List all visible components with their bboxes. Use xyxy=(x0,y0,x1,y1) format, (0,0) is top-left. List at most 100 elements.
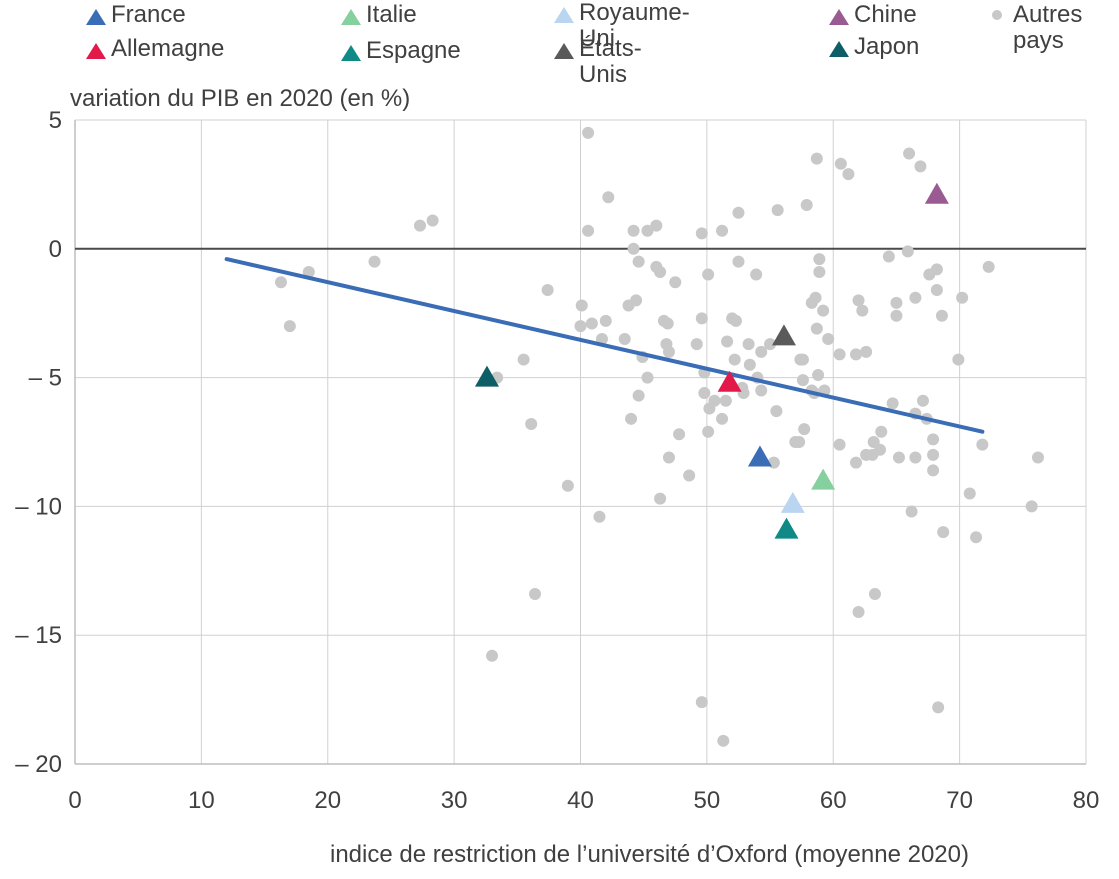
data-point-autres-pays xyxy=(716,412,729,425)
data-point-autres-pays xyxy=(602,191,615,204)
data-point-autres-pays xyxy=(426,214,439,227)
data-point-autres-pays xyxy=(732,206,745,219)
x-tick-label: 30 xyxy=(441,787,468,814)
data-point-autres-pays xyxy=(810,152,823,165)
data-point-autres-pays xyxy=(574,320,587,333)
x-tick-label: 10 xyxy=(188,787,215,814)
y-tick-label: – 15 xyxy=(15,622,62,649)
y-tick-label: – 20 xyxy=(15,751,62,778)
data-point-autres-pays xyxy=(927,464,940,477)
data-point-autres-pays xyxy=(561,479,574,492)
data-point-autres-pays xyxy=(414,219,427,232)
data-point-autres-pays xyxy=(886,397,899,410)
data-point-autres-pays xyxy=(874,443,887,456)
data-point-autres-pays xyxy=(834,157,847,170)
data-point-autres-pays xyxy=(868,587,881,600)
x-tick-label: 70 xyxy=(946,787,973,814)
data-point-autres-pays xyxy=(708,394,721,407)
legend-label: États-Unis xyxy=(579,35,642,88)
y-tick-label: 5 xyxy=(49,107,62,134)
data-point-autres-pays xyxy=(662,451,675,464)
data-point-autres-pays xyxy=(849,456,862,469)
data-point-autres-pays xyxy=(852,606,865,619)
data-point-autres-pays xyxy=(852,294,865,307)
data-point-autres-pays xyxy=(822,332,835,345)
legend-label: Espagne xyxy=(366,37,461,64)
legend-label: Japon xyxy=(854,33,920,60)
data-point-autres-pays xyxy=(582,224,595,237)
data-point-autres-pays xyxy=(283,320,296,333)
data-point-autres-pays xyxy=(890,296,903,309)
x-tick-label: 80 xyxy=(1073,787,1100,814)
legend-label: Chine xyxy=(854,1,917,28)
data-point-autres-pays xyxy=(890,309,903,322)
data-point-autres-pays xyxy=(817,304,830,317)
data-point-autres-pays xyxy=(875,425,888,438)
data-point-autres-pays xyxy=(903,147,916,160)
data-point-autres-pays xyxy=(927,433,940,446)
y-tick-label: – 10 xyxy=(15,493,62,520)
data-point-autres-pays xyxy=(641,224,654,237)
data-point-autres-pays xyxy=(963,487,976,500)
data-point-autres-pays xyxy=(525,417,538,430)
data-point-autres-pays xyxy=(627,242,640,255)
data-point-autres-pays xyxy=(627,224,640,237)
data-point-autres-pays xyxy=(842,168,855,181)
data-point-allemagne xyxy=(717,370,742,392)
data-point-italie xyxy=(811,468,836,490)
x-tick-label: 60 xyxy=(820,787,847,814)
data-point-autres-pays xyxy=(585,317,598,330)
data-point-autres-pays xyxy=(1031,451,1044,464)
data-point-autres-pays xyxy=(952,353,965,366)
x-axis-title: indice de restriction de l’université d’… xyxy=(330,841,969,868)
data-point-autres-pays xyxy=(914,160,927,173)
data-point-autres-pays xyxy=(702,268,715,281)
royaume-uni-marker-icon xyxy=(554,7,574,23)
autres-pays-marker-icon xyxy=(992,10,1002,20)
data-point-autres-pays xyxy=(632,389,645,402)
data-point-autres-pays xyxy=(695,696,708,709)
data-point-autres-pays xyxy=(770,405,783,418)
data-point-autres-pays xyxy=(755,384,768,397)
data-point-autres-pays xyxy=(905,505,918,518)
data-point-autres-pays xyxy=(1025,500,1038,513)
legend-label: Allemagne xyxy=(111,35,225,62)
data-point-autres-pays xyxy=(755,345,768,358)
data-point-autres-pays xyxy=(728,353,741,366)
data-point-autres-pays xyxy=(935,309,948,322)
data-point-autres-pays xyxy=(813,253,826,266)
data-point-autres-pays xyxy=(743,358,756,371)
data-point-autres-pays xyxy=(798,423,811,436)
data-point-autres-pays xyxy=(742,338,755,351)
data-point-autres-pays xyxy=(716,224,729,237)
espagne-marker-icon xyxy=(341,45,361,61)
allemagne-marker-icon xyxy=(86,43,106,59)
data-point-autres-pays xyxy=(789,436,802,448)
y-tick-label: – 5 xyxy=(29,365,62,392)
data-point-autres-pays xyxy=(771,204,784,217)
data-point-autres-pays xyxy=(630,294,643,307)
data-point-autres-pays xyxy=(856,304,869,317)
data-point-autres-pays xyxy=(486,649,499,662)
data-point-chine xyxy=(924,182,949,204)
data-point-autres-pays xyxy=(901,245,914,258)
data-point-autres-pays xyxy=(683,469,696,482)
data-point-autres-pays xyxy=(654,265,667,278)
data-point-autres-pays xyxy=(909,291,922,304)
data-point-autres-pays xyxy=(916,394,929,407)
x-tick-label: 0 xyxy=(68,787,81,814)
data-point-autres-pays xyxy=(582,126,595,139)
data-point-autres-pays xyxy=(702,425,715,438)
data-point-autres-pays xyxy=(618,332,631,345)
x-tick-label: 20 xyxy=(314,787,341,814)
data-point-autres-pays xyxy=(930,284,943,297)
data-point-autres-pays xyxy=(729,314,742,327)
data-point-autres-pays xyxy=(930,263,943,276)
trendline xyxy=(224,257,985,434)
data-point-autres-pays xyxy=(810,322,823,335)
italie-marker-icon xyxy=(341,9,361,25)
data-point-autres-pays xyxy=(698,387,711,400)
data-point-autres-pays xyxy=(625,412,638,425)
data-point-autres-pays xyxy=(892,451,905,464)
data-point-autres-pays xyxy=(849,348,862,361)
